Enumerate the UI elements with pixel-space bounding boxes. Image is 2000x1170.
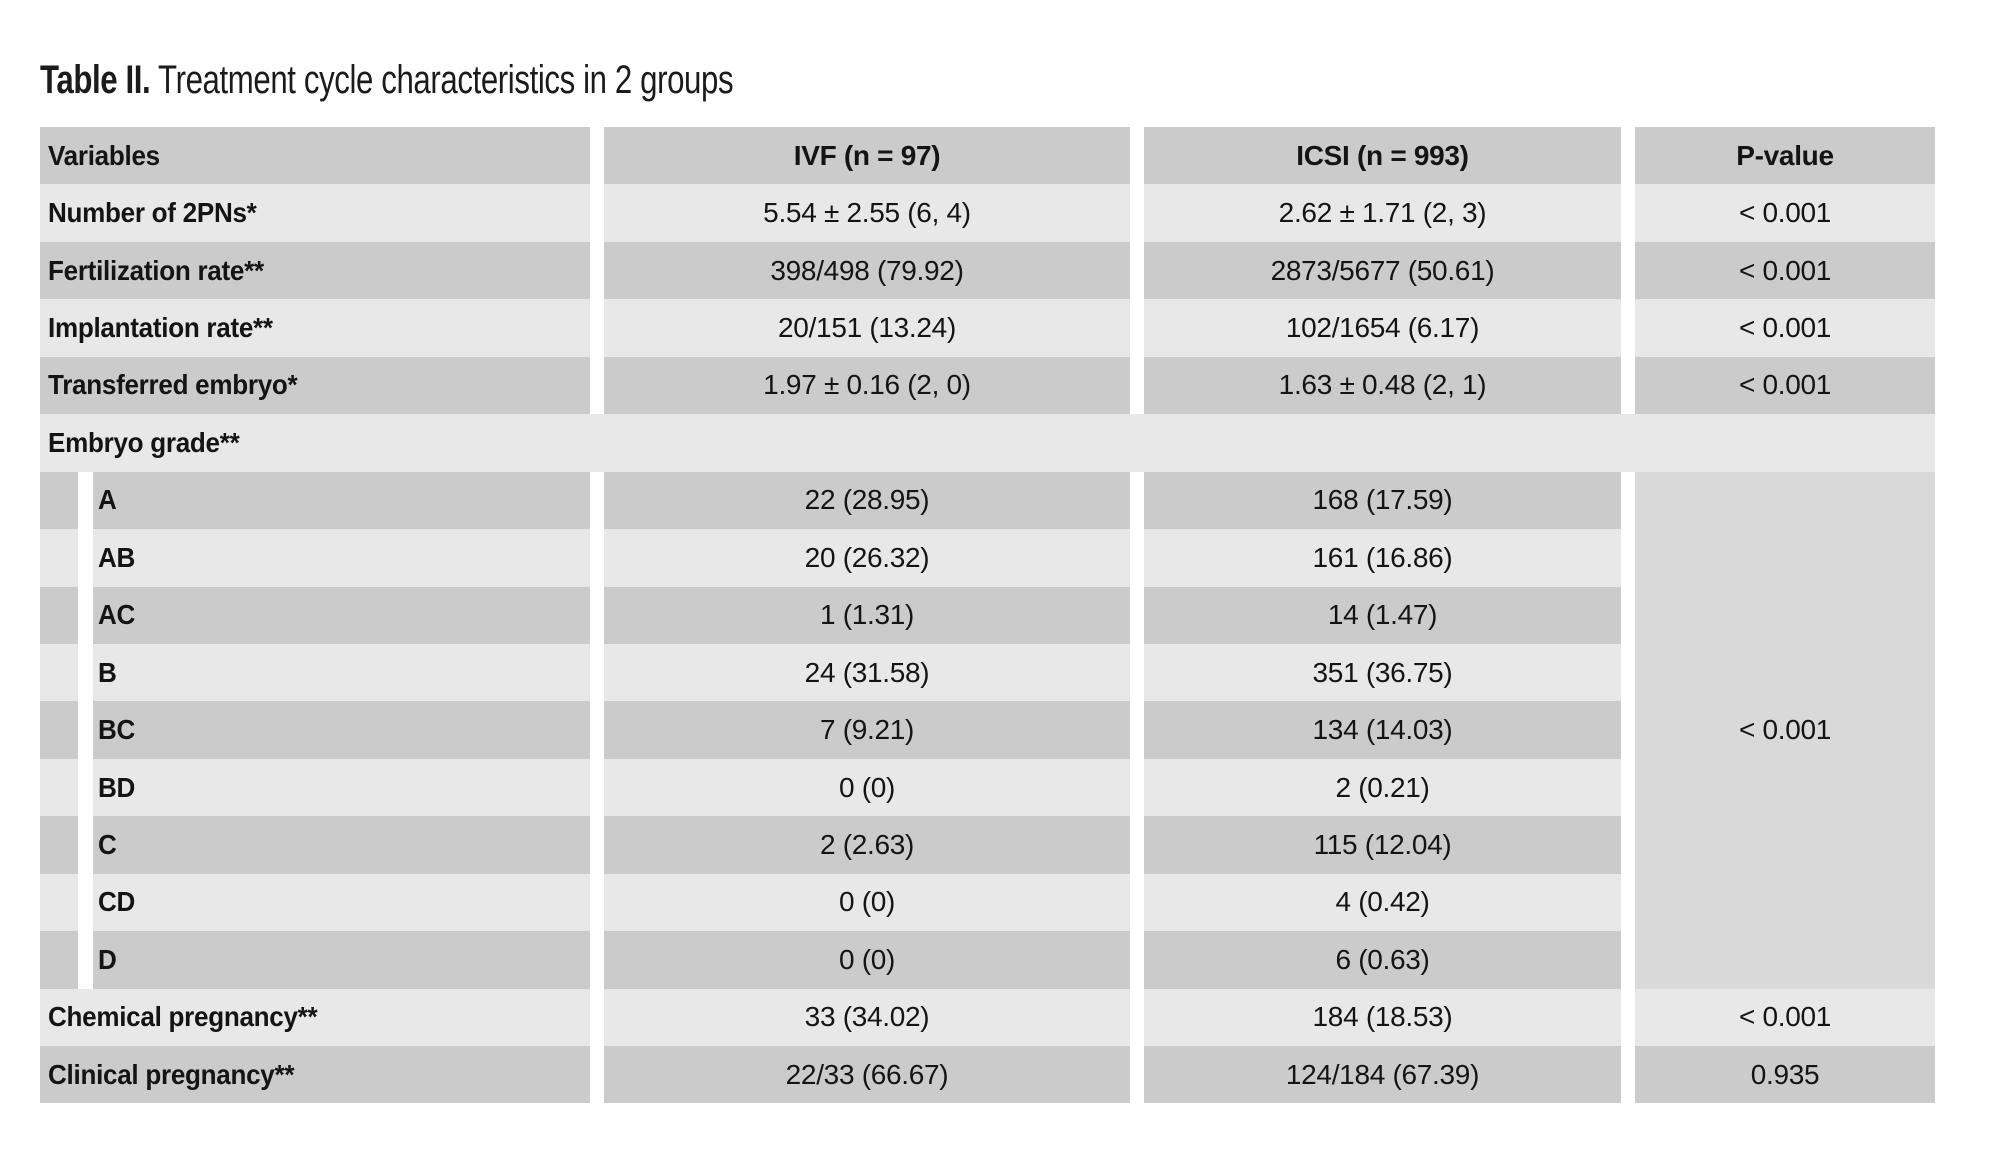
p-value-merged-cell — [1635, 816, 1935, 874]
ivf-value: 0 (0) — [604, 758, 1130, 817]
p-value-merged-cell — [1635, 643, 1935, 702]
row-label: D — [93, 931, 590, 989]
indent-strip — [40, 873, 78, 932]
table-subrow-grade-cd: CD 0 (0) 4 (0.42) — [40, 873, 1935, 932]
row-label: AC — [93, 586, 590, 644]
table-subrow-grade-d: D 0 (0) 6 (0.63) — [40, 931, 1935, 989]
row-label: BD — [93, 758, 590, 817]
p-value-merged-cell — [1635, 586, 1935, 644]
row-label: Number of 2PNs* — [40, 184, 590, 242]
icsi-value: 2873/5677 (50.61) — [1144, 241, 1621, 300]
p-value-merged-cell — [1635, 529, 1935, 587]
ivf-value: 20 (26.32) — [604, 529, 1130, 587]
ivf-value: 0 (0) — [604, 873, 1130, 932]
table-subrow-grade-bc: BC 7 (9.21) 134 (14.03) < 0.001 — [40, 701, 1935, 759]
indent-strip — [40, 758, 78, 817]
icsi-value: 102/1654 (6.17) — [1144, 299, 1621, 357]
table-caption-title: Treatment cycle characteristics in 2 gro… — [158, 58, 734, 102]
p-value: < 0.001 — [1635, 988, 1935, 1046]
row-label: Fertilization rate** — [40, 241, 590, 300]
ivf-value: 24 (31.58) — [604, 643, 1130, 702]
table-section-row-embryo-grade: Embryo grade** — [40, 414, 1935, 472]
indent-strip — [40, 471, 78, 530]
indent-strip — [40, 586, 78, 644]
table-subrow-grade-ac: AC 1 (1.31) 14 (1.47) — [40, 586, 1935, 644]
icsi-value: 168 (17.59) — [1144, 471, 1621, 530]
treatment-cycle-table: Variables IVF (n = 97) ICSI (n = 993) P-… — [40, 127, 1935, 1104]
p-value: < 0.001 — [1635, 356, 1935, 415]
section-label: Embryo grade** — [40, 414, 1935, 472]
icsi-value: 115 (12.04) — [1144, 816, 1621, 874]
p-value-merged-cell — [1635, 758, 1935, 817]
table-row-fertilization-rate: Fertilization rate** 398/498 (79.92) 287… — [40, 241, 1935, 300]
p-value: < 0.001 — [1635, 299, 1935, 357]
p-value-merged-cell — [1635, 931, 1935, 989]
header-variables: Variables — [40, 127, 590, 185]
row-label: Chemical pregnancy** — [40, 988, 590, 1046]
icsi-value: 1.63 ± 0.48 (2, 1) — [1144, 356, 1621, 415]
row-label: A — [93, 471, 590, 530]
table-header-row: Variables IVF (n = 97) ICSI (n = 993) P-… — [40, 127, 1935, 185]
row-label: Clinical pregnancy** — [40, 1046, 590, 1104]
p-value: 0.935 — [1635, 1046, 1935, 1104]
p-value: < 0.001 — [1635, 184, 1935, 242]
header-p-value: P-value — [1635, 127, 1935, 185]
ivf-value: 22/33 (66.67) — [604, 1046, 1130, 1104]
row-label: Implantation rate** — [40, 299, 590, 357]
table-row-clinical-pregnancy: Clinical pregnancy** 22/33 (66.67) 124/1… — [40, 1046, 1935, 1104]
table-caption-text: Table II. Treatment cycle characteristic… — [40, 58, 734, 103]
table-caption-number: Table II. — [40, 58, 151, 102]
icsi-value: 184 (18.53) — [1144, 988, 1621, 1046]
indent-strip — [40, 931, 78, 989]
ivf-value: 2 (2.63) — [604, 816, 1130, 874]
icsi-value: 14 (1.47) — [1144, 586, 1621, 644]
table-row-implantation-rate: Implantation rate** 20/151 (13.24) 102/1… — [40, 299, 1935, 357]
icsi-value: 4 (0.42) — [1144, 873, 1621, 932]
p-value-merged-cell — [1635, 471, 1935, 530]
ivf-value: 33 (34.02) — [604, 988, 1130, 1046]
p-value-merged-cell — [1635, 873, 1935, 932]
indent-strip — [40, 529, 78, 587]
ivf-value: 5.54 ± 2.55 (6, 4) — [604, 184, 1130, 242]
ivf-value: 0 (0) — [604, 931, 1130, 989]
table-row-number-of-2pns: Number of 2PNs* 5.54 ± 2.55 (6, 4) 2.62 … — [40, 184, 1935, 242]
icsi-value: 2 (0.21) — [1144, 758, 1621, 817]
ivf-value: 398/498 (79.92) — [604, 241, 1130, 300]
icsi-value: 2.62 ± 1.71 (2, 3) — [1144, 184, 1621, 242]
row-label: Transferred embryo* — [40, 356, 590, 415]
indent-strip — [40, 701, 78, 759]
p-value-embryo-grade: < 0.001 — [1635, 701, 1935, 759]
ivf-value: 7 (9.21) — [604, 701, 1130, 759]
table-subrow-grade-ab: AB 20 (26.32) 161 (16.86) — [40, 529, 1935, 587]
table-subrow-grade-a: A 22 (28.95) 168 (17.59) — [40, 471, 1935, 530]
table-row-chemical-pregnancy: Chemical pregnancy** 33 (34.02) 184 (18.… — [40, 988, 1935, 1046]
table-subrow-grade-c: C 2 (2.63) 115 (12.04) — [40, 816, 1935, 874]
row-label: C — [93, 816, 590, 874]
table-row-transferred-embryo: Transferred embryo* 1.97 ± 0.16 (2, 0) 1… — [40, 356, 1935, 415]
icsi-value: 124/184 (67.39) — [1144, 1046, 1621, 1104]
header-ivf: IVF (n = 97) — [604, 127, 1130, 185]
p-value: < 0.001 — [1635, 241, 1935, 300]
ivf-value: 22 (28.95) — [604, 471, 1130, 530]
table-subrow-grade-b: B 24 (31.58) 351 (36.75) — [40, 643, 1935, 702]
ivf-value: 1 (1.31) — [604, 586, 1130, 644]
row-label: CD — [93, 873, 590, 932]
icsi-value: 161 (16.86) — [1144, 529, 1621, 587]
icsi-value: 6 (0.63) — [1144, 931, 1621, 989]
ivf-value: 20/151 (13.24) — [604, 299, 1130, 357]
indent-strip — [40, 643, 78, 702]
table-caption: Table II. Treatment cycle characteristic… — [40, 58, 929, 103]
row-label: BC — [93, 701, 590, 759]
icsi-value: 134 (14.03) — [1144, 701, 1621, 759]
row-label: AB — [93, 529, 590, 587]
indent-strip — [40, 816, 78, 874]
table-subrow-grade-bd: BD 0 (0) 2 (0.21) — [40, 758, 1935, 817]
header-icsi: ICSI (n = 993) — [1144, 127, 1621, 185]
ivf-value: 1.97 ± 0.16 (2, 0) — [604, 356, 1130, 415]
icsi-value: 351 (36.75) — [1144, 643, 1621, 702]
row-label: B — [93, 643, 590, 702]
